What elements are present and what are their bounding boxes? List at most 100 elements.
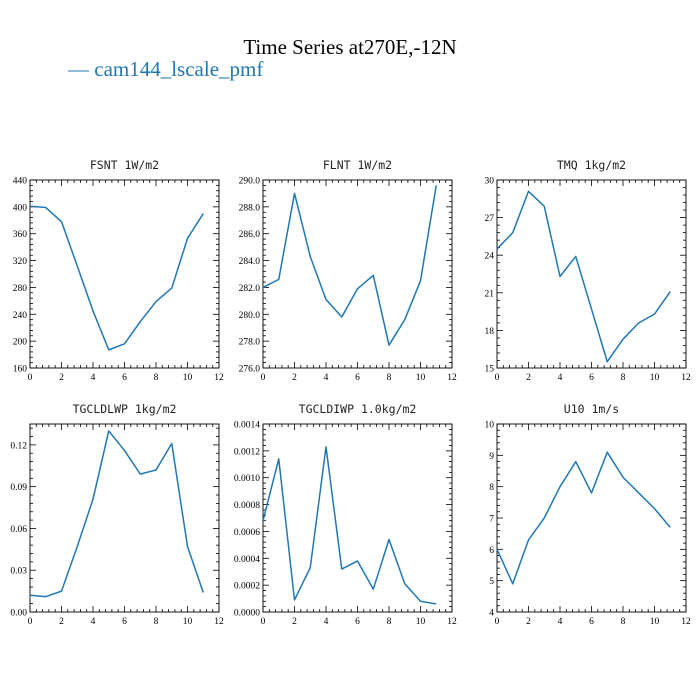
- x-tick-label: 12: [447, 617, 457, 627]
- y-tick-label: 288.0: [239, 203, 261, 213]
- x-tick-label: 12: [681, 373, 691, 383]
- x-tick-label: 0: [28, 373, 33, 383]
- panel-4: TGCLDLWP 1kg/m2 0 2 4 6 8 10 12 0.00 0.03 0.06 0.09…: [10, 402, 224, 627]
- x-tick-label: 2: [526, 617, 531, 627]
- series-line: [29, 205, 204, 351]
- x-tick-label: 12: [681, 617, 691, 627]
- x-tick-label: 8: [387, 373, 392, 383]
- y-tick-label: 0.0002: [234, 582, 260, 592]
- x-tick-label: 12: [447, 373, 457, 383]
- x-tick-label: 8: [387, 617, 392, 627]
- y-tick-label: 278.0: [239, 338, 261, 348]
- x-tick-label: 6: [355, 373, 360, 383]
- x-tick-label: 6: [122, 373, 127, 383]
- figure-title: Time Series at270E,-12N: [243, 35, 456, 59]
- plot-frame: [496, 423, 687, 613]
- y-tick-label: 284.0: [239, 257, 261, 267]
- y-tick-label: 200: [13, 338, 28, 348]
- y-tick-label: 286.0: [239, 230, 261, 240]
- y-tick-label: 290.0: [239, 177, 261, 187]
- y-tick-label: 27: [485, 214, 495, 224]
- y-tick-label: 240: [13, 311, 28, 321]
- y-tick-label: 276.0: [239, 365, 261, 375]
- y-tick-label: 282.0: [239, 284, 261, 294]
- panel-title: FSNT 1W/m2: [90, 158, 159, 172]
- x-tick-label: 6: [122, 617, 127, 627]
- x-tick-label: 2: [59, 373, 64, 383]
- y-tick-label: 6: [489, 546, 494, 556]
- x-tick-label: 6: [589, 617, 594, 627]
- x-tick-label: 10: [183, 373, 193, 383]
- panel-1: FSNT 1W/m2 0 2 4 6 8 10 12 160 200 240 280 320 360 400…: [13, 158, 224, 383]
- x-tick-label: 0: [495, 373, 500, 383]
- x-tick-label: 4: [558, 617, 563, 627]
- panel-5: TGCLDIWP 1.0kg/m2 0 2 4 6 8 10 12 0.0000 0.0002 0.…: [234, 402, 457, 627]
- panel-grid: FSNT 1W/m20 2 4 6 8 10 12160200240280320360400…: [10, 158, 691, 627]
- plot-frame: [496, 179, 687, 369]
- y-tick-label: 24: [485, 252, 495, 262]
- panel-title: FLNT 1W/m2: [323, 158, 392, 172]
- x-tick-label: 10: [416, 373, 426, 383]
- y-tick-label: 0.0004: [234, 555, 260, 565]
- x-tick-label: 4: [558, 373, 563, 383]
- series-line: [262, 185, 437, 346]
- y-tick-label: 440: [13, 177, 28, 187]
- y-tick-label: 0.06: [10, 525, 27, 535]
- x-tick-label: 8: [621, 373, 626, 383]
- y-tick-label: 320: [13, 257, 28, 267]
- x-tick-label: 8: [621, 617, 626, 627]
- x-tick-label: 10: [183, 617, 193, 627]
- x-tick-label: 10: [650, 617, 660, 627]
- y-tick-label: 21: [485, 289, 495, 299]
- y-tick-label: 280.0: [239, 311, 261, 321]
- x-tick-label: 0: [28, 617, 33, 627]
- panel-title: U10 1m/s: [564, 402, 619, 416]
- x-tick-label: 4: [91, 617, 96, 627]
- panel-6: U10 1m/s 0 2 4 6 8 10 12 4 5 6 7 8 9 10: [485, 402, 692, 627]
- y-tick-label: 0.0006: [234, 528, 260, 538]
- x-tick-label: 4: [324, 617, 329, 627]
- plot-frame: [29, 179, 220, 369]
- x-tick-label: 10: [650, 373, 660, 383]
- series-line: [496, 451, 671, 585]
- y-tick-label: 400: [13, 203, 28, 213]
- y-tick-label: 0.00: [10, 609, 27, 619]
- y-tick-label: 0.0008: [234, 501, 260, 511]
- x-tick-label: 8: [154, 373, 159, 383]
- series-line: [496, 190, 671, 363]
- x-tick-label: 0: [261, 373, 266, 383]
- y-tick-label: 0.0012: [234, 447, 260, 457]
- x-tick-label: 2: [292, 373, 297, 383]
- y-tick-label: 18: [485, 327, 495, 337]
- x-tick-label: 0: [495, 617, 500, 627]
- y-tick-label: 360: [13, 230, 28, 240]
- x-tick-label: 2: [292, 617, 297, 627]
- y-tick-label: 30: [485, 177, 495, 187]
- panel-title: TMQ 1kg/m2: [557, 158, 626, 172]
- y-tick-label: 4: [489, 609, 494, 619]
- legend-entry: — cam144_lscale_pmf: [67, 57, 263, 81]
- x-tick-label: 10: [416, 617, 426, 627]
- plot-frame: [262, 423, 453, 613]
- y-tick-label: 160: [13, 365, 28, 375]
- y-tick-label: 9: [489, 452, 494, 462]
- x-tick-label: 4: [324, 373, 329, 383]
- y-tick-label: 0.12: [10, 441, 27, 451]
- x-tick-label: 4: [91, 373, 96, 383]
- x-tick-label: 0: [261, 617, 266, 627]
- y-tick-label: 15: [485, 365, 495, 375]
- x-tick-label: 2: [526, 373, 531, 383]
- y-tick-label: 7: [489, 515, 494, 525]
- y-tick-label: 0.0000: [234, 609, 260, 619]
- panel-title: TGCLDIWP 1.0kg/m2: [299, 402, 417, 416]
- y-tick-label: 8: [489, 483, 494, 493]
- x-tick-label: 6: [355, 617, 360, 627]
- y-tick-label: 0.0014: [234, 421, 260, 431]
- x-tick-label: 12: [214, 617, 224, 627]
- y-tick-label: 280: [13, 284, 28, 294]
- y-tick-label: 10: [485, 421, 495, 431]
- x-tick-label: 6: [589, 373, 594, 383]
- y-tick-label: 0.09: [10, 483, 27, 493]
